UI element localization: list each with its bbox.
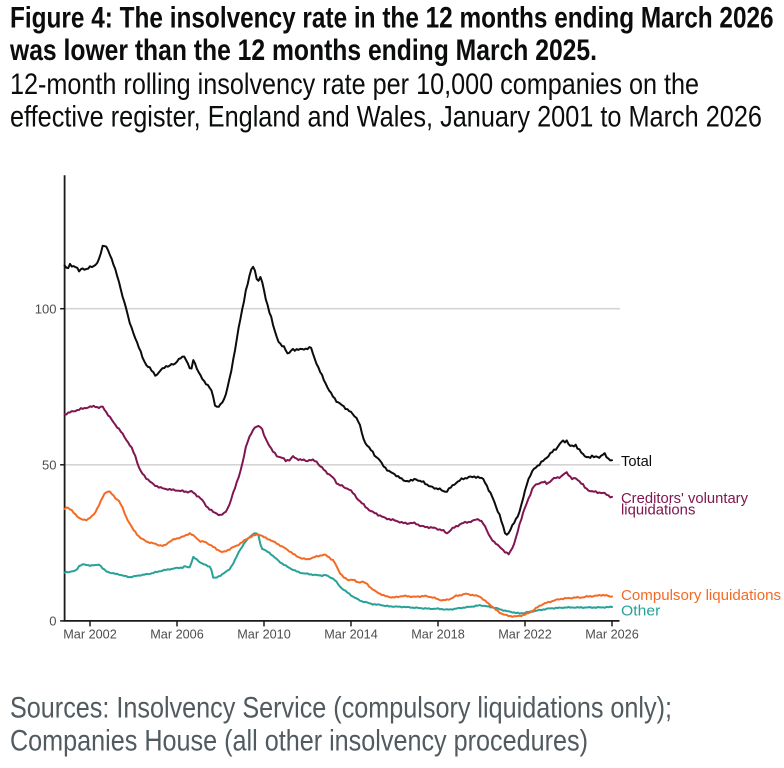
svg-text:Mar 2014: Mar 2014: [324, 627, 378, 642]
svg-text:12-month rolling insolvency ra: 12-month rolling insolvency rate per 10,…: [10, 68, 699, 101]
svg-text:Other: Other: [621, 603, 660, 620]
svg-text:Mar 2018: Mar 2018: [411, 627, 465, 642]
svg-text:Sources: Insolvency Service (c: Sources: Insolvency Service (compulsory …: [10, 692, 672, 725]
svg-text:Mar 2002: Mar 2002: [63, 627, 117, 642]
svg-text:Mar 2022: Mar 2022: [498, 627, 552, 642]
svg-text:50: 50: [42, 457, 56, 472]
svg-text:Compulsory liquidations: Compulsory liquidations: [621, 587, 781, 604]
svg-text:Figure 4: The insolvency rate: Figure 4: The insolvency rate in the 12 …: [10, 2, 774, 35]
svg-text:0: 0: [49, 614, 56, 629]
svg-text:Mar 2010: Mar 2010: [237, 627, 291, 642]
svg-text:Creditors' voluntary: Creditors' voluntary: [621, 490, 748, 507]
svg-text:effective register, England an: effective register, England and Wales, J…: [10, 101, 762, 134]
svg-text:Mar 2006: Mar 2006: [150, 627, 204, 642]
svg-text:100: 100: [35, 301, 57, 316]
svg-text:Total: Total: [621, 453, 652, 470]
svg-text:Mar 2026: Mar 2026: [585, 627, 639, 642]
svg-text:was lower than the 12 months e: was lower than the 12 months ending Marc…: [9, 34, 597, 67]
svg-text:liquidations: liquidations: [621, 502, 695, 519]
svg-text:Companies House (all other ins: Companies House (all other insolvency pr…: [10, 725, 588, 758]
